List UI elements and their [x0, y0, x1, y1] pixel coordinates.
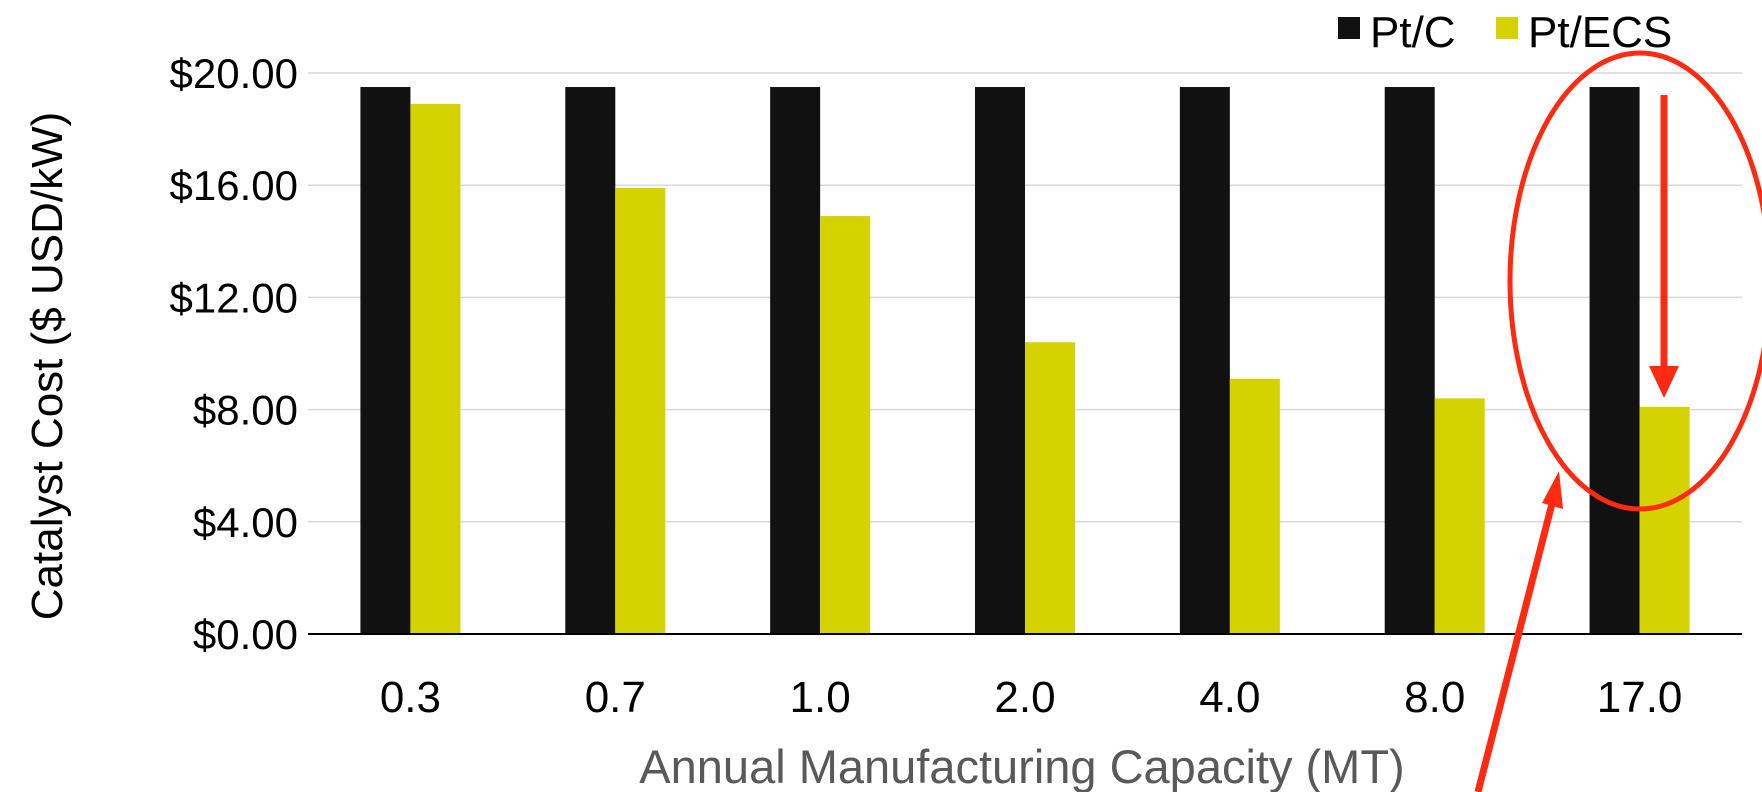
x-axis-ticks: 0.3 0.7 1.0 2.0 4.0 8.0 17.0: [380, 673, 1683, 722]
bar-pt-c-8-0: [1384, 87, 1435, 634]
y-tick-label: $16.00: [170, 162, 298, 209]
y-tick-label: $0.00: [193, 611, 298, 658]
x-tick-label: 0.3: [380, 673, 441, 722]
legend: Pt/C Pt/ECS: [1338, 8, 1672, 57]
legend-swatch-pt-c: [1338, 17, 1360, 39]
x-tick-label: 2.0: [994, 673, 1055, 722]
x-tick-label: 8.0: [1404, 673, 1465, 722]
bars: [360, 87, 1690, 635]
pointer-arrow-head: [1542, 471, 1563, 509]
x-axis-title: Annual Manufacturing Capacity (MT): [639, 740, 1404, 792]
bar-pt-ecs-0-7: [615, 188, 666, 634]
bar-pt-ecs-1-0: [820, 216, 871, 634]
bar-pt-c-1-0: [770, 87, 821, 634]
bar-pt-ecs-4-0: [1229, 378, 1280, 634]
y-tick-label: $20.00: [170, 50, 298, 97]
legend-label-pt-c: Pt/C: [1370, 8, 1456, 57]
x-tick-label: 17.0: [1597, 673, 1683, 722]
y-tick-label: $12.00: [170, 274, 298, 321]
bar-pt-c-17-0: [1589, 87, 1640, 634]
highlight-ellipse: [1507, 50, 1762, 512]
bar-pt-ecs-8-0: [1434, 398, 1485, 634]
down-arrow-head: [1649, 366, 1679, 398]
y-tick-label: $4.00: [193, 499, 298, 546]
x-tick-label: 4.0: [1199, 673, 1260, 722]
bar-pt-ecs-17-0: [1639, 406, 1690, 634]
bar-pt-ecs-0-3: [410, 103, 461, 635]
bar-pt-c-0-3: [360, 87, 411, 634]
annotation-highlight: [1474, 50, 1762, 792]
y-tick-label: $8.00: [193, 387, 298, 434]
x-tick-label: 0.7: [585, 673, 646, 722]
bar-pt-ecs-2-0: [1025, 342, 1075, 634]
x-tick-label: 1.0: [790, 673, 851, 722]
bar-pt-c-2-0: [975, 87, 1025, 634]
legend-label-pt-ecs: Pt/ECS: [1528, 8, 1672, 57]
legend-swatch-pt-ecs: [1496, 17, 1518, 39]
pointer-arrow-shaft: [1474, 495, 1558, 792]
bar-pt-c-0-7: [565, 87, 616, 634]
bar-pt-c-4-0: [1179, 87, 1230, 634]
y-axis-ticks: $0.00 $4.00 $8.00 $12.00 $16.00 $20.00: [170, 50, 298, 658]
y-axis-title: Catalyst Cost ($ USD/kW): [23, 112, 72, 621]
